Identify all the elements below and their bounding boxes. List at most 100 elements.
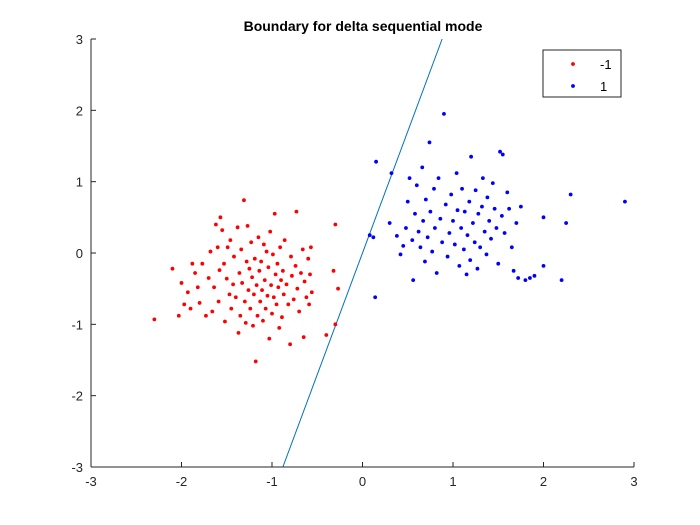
data-point	[206, 276, 211, 280]
data-point	[459, 226, 464, 230]
data-point	[502, 231, 507, 235]
data-point	[480, 204, 484, 209]
data-point	[269, 283, 273, 287]
data-point	[451, 219, 455, 223]
boundary-line-layer	[282, 39, 443, 467]
data-point	[247, 266, 252, 271]
data-point	[414, 183, 419, 188]
data-point	[270, 311, 274, 316]
data-point	[264, 249, 269, 254]
data-point	[284, 282, 289, 287]
data-point	[509, 245, 514, 250]
data-point	[511, 268, 516, 273]
y-tick-label: -2	[71, 389, 83, 404]
data-point	[170, 266, 175, 271]
data-point	[260, 288, 264, 292]
data-point	[289, 254, 293, 259]
data-point	[300, 247, 305, 252]
data-point	[418, 245, 423, 250]
data-point	[440, 240, 445, 245]
data-point	[467, 199, 472, 204]
data-point	[476, 211, 481, 216]
data-point	[273, 272, 278, 277]
data-point	[484, 252, 489, 257]
data-point	[473, 188, 478, 193]
data-point	[233, 295, 238, 300]
data-point	[222, 261, 226, 266]
data-point	[500, 152, 505, 157]
data-point	[210, 309, 215, 314]
data-point	[336, 286, 340, 291]
data-point	[256, 235, 261, 240]
data-point	[293, 263, 298, 268]
data-point	[494, 226, 499, 230]
data-point	[225, 245, 230, 250]
x-tick-label: 0	[359, 474, 366, 489]
data-point	[445, 254, 450, 259]
data-point	[405, 199, 410, 204]
data-point	[505, 190, 510, 195]
data-point	[232, 254, 236, 259]
data-point	[454, 171, 459, 176]
data-point	[371, 235, 376, 240]
data-point	[238, 313, 243, 318]
data-point	[559, 278, 564, 283]
data-point	[457, 263, 462, 268]
data-point	[267, 336, 272, 341]
data-point	[294, 209, 299, 214]
legend: -11	[542, 49, 622, 98]
data-point	[434, 271, 439, 275]
legend-marker	[571, 84, 575, 88]
data-point	[472, 240, 477, 245]
data-point	[229, 306, 234, 311]
data-point	[246, 288, 251, 292]
data-point	[216, 299, 221, 304]
data-point	[251, 323, 255, 328]
data-point	[249, 240, 254, 245]
data-point	[394, 233, 399, 238]
data-point	[212, 285, 216, 290]
data-point	[465, 233, 470, 238]
data-point	[411, 278, 416, 283]
data-point	[223, 319, 227, 324]
data-point	[564, 221, 569, 225]
data-point	[197, 301, 202, 305]
data-point	[239, 247, 244, 252]
y-tick-label: 1	[76, 175, 83, 190]
data-point	[243, 321, 248, 325]
data-point	[218, 215, 223, 220]
data-point	[252, 256, 257, 261]
data-point	[460, 186, 464, 191]
data-point	[276, 285, 281, 290]
data-point	[492, 206, 497, 211]
data-point	[176, 313, 181, 318]
data-point	[433, 226, 437, 230]
data-point	[252, 292, 256, 297]
data-point	[274, 302, 279, 307]
data-point	[452, 242, 457, 247]
data-point	[237, 271, 242, 275]
series-2	[367, 112, 627, 300]
data-point	[200, 261, 205, 266]
data-point	[333, 322, 338, 327]
data-point	[288, 342, 292, 347]
data-point	[257, 268, 262, 273]
data-point	[250, 275, 254, 280]
data-point	[438, 216, 443, 221]
y-tick-label: -3	[71, 460, 83, 475]
data-point	[261, 318, 265, 323]
data-point	[428, 209, 433, 214]
data-point	[367, 233, 372, 238]
data-point	[224, 276, 229, 281]
data-point	[299, 271, 303, 275]
data-point	[271, 252, 275, 257]
data-point	[275, 261, 280, 266]
x-tick-label: -1	[266, 474, 278, 489]
data-point	[254, 283, 259, 287]
data-point	[258, 299, 263, 304]
data-point	[190, 261, 195, 266]
data-point	[425, 235, 430, 240]
data-point	[272, 211, 277, 216]
data-point	[242, 299, 247, 304]
data-point	[389, 171, 394, 176]
